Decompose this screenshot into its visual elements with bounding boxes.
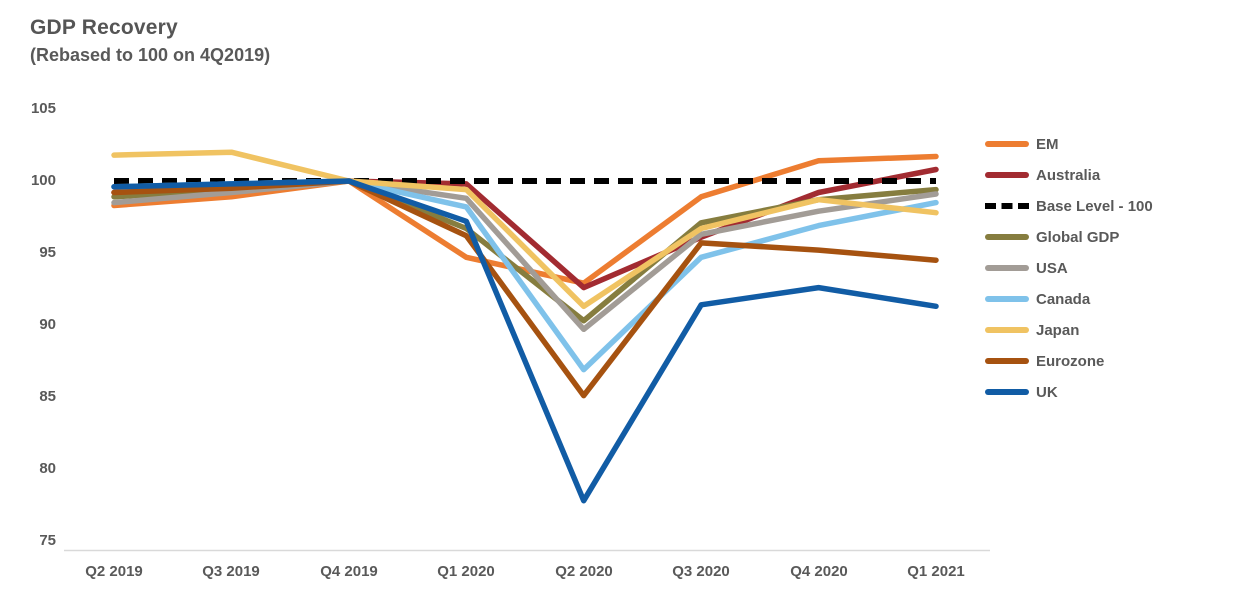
legend-line-swatch (985, 296, 1029, 302)
legend-line-swatch (985, 172, 1029, 178)
y-axis-tick-label: 75 (39, 532, 56, 549)
legend-label: Canada (1036, 290, 1091, 308)
legend-item-usa: USA (985, 257, 1153, 279)
legend-line-swatch (985, 358, 1029, 364)
series-line-usa (111, 178, 939, 333)
y-axis-tick-label: 95 (39, 244, 56, 261)
x-axis-tick-label: Q2 2020 (555, 563, 613, 580)
chart-subtitle: (Rebased to 100 on 4Q2019) (30, 45, 271, 65)
legend-line-swatch (985, 141, 1029, 147)
legend: EM Australia Base Level - 100 Global GDP USA… (985, 133, 1153, 403)
legend-item-australia: Australia (985, 164, 1153, 186)
y-axis-tick-label: 105 (30, 100, 56, 117)
series-line-japan (111, 149, 939, 310)
legend-item-japan: Japan (985, 319, 1153, 341)
legend-label: Australia (1036, 166, 1101, 184)
legend-item-canada: Canada (985, 288, 1153, 310)
legend-label: Eurozone (1036, 352, 1105, 370)
chart-title: GDP Recovery (30, 16, 178, 39)
y-axis-tick-label: 85 (39, 388, 56, 405)
legend-dashed-line-swatch (985, 203, 1029, 209)
legend-label: EM (1036, 135, 1059, 153)
legend-label: USA (1036, 259, 1068, 277)
legend-line-swatch (985, 327, 1029, 333)
legend-label: Base Level - 100 (1036, 197, 1153, 215)
series-line-eurozone (111, 178, 939, 399)
legend-label: Global GDP (1036, 228, 1120, 246)
y-axis-tick-label: 80 (39, 460, 56, 477)
series-line-uk (111, 178, 939, 504)
y-axis-tick-label: 90 (39, 316, 56, 333)
legend-label: UK (1036, 383, 1058, 401)
y-axis-tick-label: 100 (30, 172, 56, 189)
x-axis-tick-label: Q1 2020 (437, 563, 495, 580)
legend-item-base-level-100: Base Level - 100 (985, 195, 1153, 217)
x-axis-tick-label: Q2 2019 (85, 563, 143, 580)
legend-item-global-gdp: Global GDP (985, 226, 1153, 248)
legend-item-uk: UK (985, 381, 1153, 403)
x-axis-tick-label: Q3 2020 (672, 563, 730, 580)
legend-label: Japan (1036, 321, 1080, 339)
legend-item-eurozone: Eurozone (985, 350, 1153, 372)
series-line-em (111, 153, 939, 286)
x-axis-tick-label: Q1 2021 (907, 563, 965, 580)
legend-line-swatch (985, 234, 1029, 240)
x-axis-tick-label: Q4 2019 (320, 563, 378, 580)
legend-item-em: EM (985, 133, 1153, 155)
legend-line-swatch (985, 389, 1029, 395)
x-axis-tick-label: Q3 2019 (202, 563, 260, 580)
legend-line-swatch (985, 265, 1029, 271)
x-axis-tick-label: Q4 2020 (790, 563, 848, 580)
